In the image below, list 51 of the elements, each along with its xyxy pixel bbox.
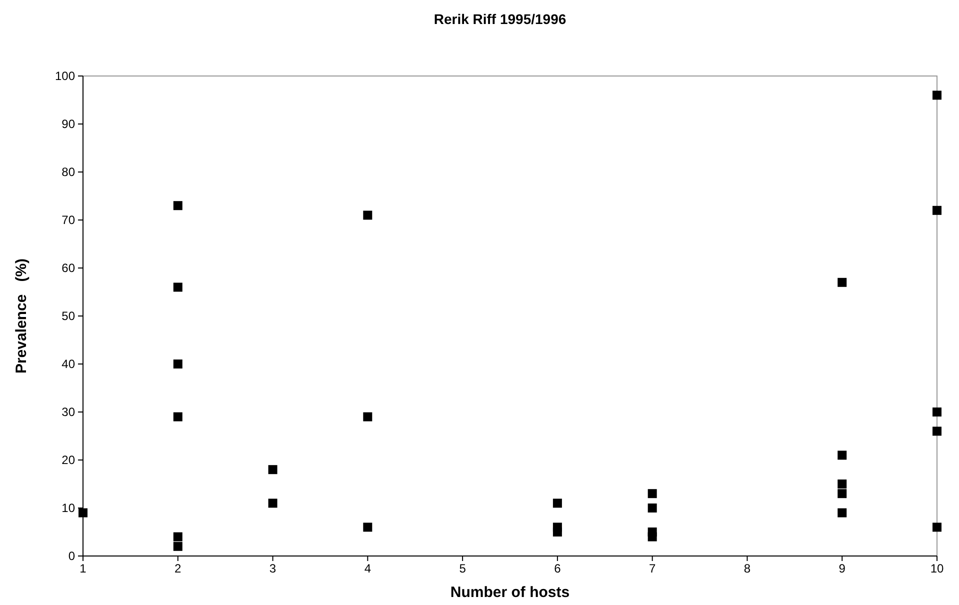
y-tick-label: 0 [68, 548, 76, 563]
point [363, 522, 372, 532]
point [838, 480, 847, 488]
point [173, 360, 182, 368]
point [932, 426, 942, 436]
y-tick-label: 30 [62, 404, 76, 419]
point [173, 412, 182, 422]
point [932, 522, 942, 532]
y-tick-label: 100 [54, 68, 76, 83]
point [552, 498, 562, 508]
x-tick-label: 7 [648, 562, 656, 576]
x-tick-label: 4 [364, 562, 372, 576]
point [363, 412, 372, 422]
point [363, 210, 372, 220]
x-tick-label: 5 [459, 562, 466, 576]
y-tick-label: 10 [62, 500, 76, 515]
point [838, 450, 847, 460]
y-tick-label: 20 [62, 452, 76, 467]
point [78, 508, 88, 518]
point [648, 504, 657, 512]
x-tick-label: 10 [930, 562, 944, 576]
x-axis-title: Number of hosts [450, 584, 570, 601]
point [932, 90, 942, 100]
x-tick-label: 6 [554, 562, 562, 576]
point [173, 542, 182, 551]
point [838, 278, 847, 287]
point [552, 528, 562, 536]
point [173, 532, 182, 542]
x-tick-label: 9 [838, 562, 846, 576]
y-tick-label: 50 [62, 308, 76, 323]
y-tick-label: 90 [62, 116, 76, 131]
point [268, 498, 278, 508]
chart-title: Rerik Riff 1995/1996 [434, 11, 566, 27]
point [838, 489, 847, 498]
point [173, 201, 182, 210]
point [648, 532, 657, 542]
y-tick-label: 70 [62, 212, 76, 227]
x-tick-label: 1 [80, 562, 87, 576]
y-axis-title: Prevalence (%) [13, 258, 30, 374]
point [932, 408, 942, 416]
x-tick-label: 3 [269, 562, 276, 576]
point [268, 465, 278, 474]
point [932, 206, 942, 215]
point [648, 489, 657, 498]
point [838, 508, 847, 518]
point [173, 282, 182, 292]
y-tick-label: 40 [62, 356, 76, 371]
y-tick-label: 80 [62, 164, 76, 179]
y-tick-label: 60 [62, 260, 76, 275]
x-tick-label: 2 [174, 562, 182, 576]
x-tick-label: 8 [744, 562, 751, 576]
